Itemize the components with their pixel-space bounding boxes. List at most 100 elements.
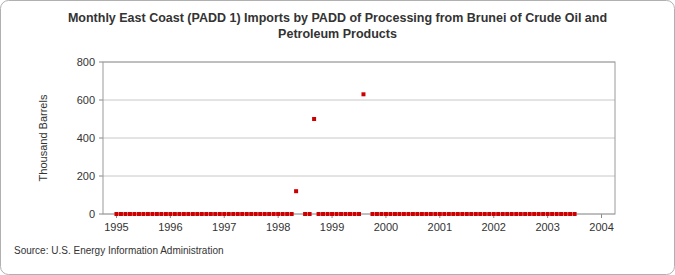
point xyxy=(528,212,532,216)
point xyxy=(240,212,244,216)
point xyxy=(442,212,446,216)
point xyxy=(294,189,298,193)
point xyxy=(195,212,199,216)
point xyxy=(141,212,145,216)
point xyxy=(312,117,316,121)
point xyxy=(290,212,294,216)
point xyxy=(222,212,226,216)
point xyxy=(164,212,168,216)
y-tick-label: 0 xyxy=(89,208,95,220)
point xyxy=(168,212,172,216)
x-tick-label: 1998 xyxy=(266,221,290,233)
point xyxy=(321,212,325,216)
point xyxy=(492,212,496,216)
point xyxy=(182,212,186,216)
title: Monthly East Coast (PADD 1) Imports by P… xyxy=(68,11,607,41)
point xyxy=(326,212,330,216)
title-line: Monthly East Coast (PADD 1) Imports by P… xyxy=(68,11,607,25)
grid-line xyxy=(103,176,615,177)
y-tick-label: 600 xyxy=(77,94,95,106)
point xyxy=(173,212,177,216)
x-tick-label: 2004 xyxy=(589,221,613,233)
point xyxy=(406,212,410,216)
point xyxy=(519,212,523,216)
point xyxy=(159,212,163,216)
point xyxy=(424,212,428,216)
point xyxy=(186,212,190,216)
title-line: Petroleum Products xyxy=(278,27,397,41)
point xyxy=(119,212,123,216)
point xyxy=(227,212,231,216)
point xyxy=(474,212,478,216)
point xyxy=(375,212,379,216)
x-tick-label: 2001 xyxy=(428,221,452,233)
y-tick xyxy=(99,62,103,63)
point xyxy=(541,212,545,216)
point xyxy=(456,212,460,216)
point xyxy=(523,212,527,216)
point xyxy=(357,212,361,216)
point xyxy=(460,212,464,216)
point xyxy=(276,212,280,216)
point xyxy=(263,212,267,216)
point xyxy=(353,212,357,216)
y-axis-label: Thousand Barrels xyxy=(37,94,49,181)
point xyxy=(339,212,343,216)
point xyxy=(537,212,541,216)
point xyxy=(433,212,437,216)
point xyxy=(177,212,181,216)
point xyxy=(132,212,136,216)
point xyxy=(501,212,505,216)
point xyxy=(451,212,455,216)
point xyxy=(370,212,374,216)
point xyxy=(384,212,388,216)
point xyxy=(361,92,365,96)
y-tick-label: 200 xyxy=(77,170,95,182)
point xyxy=(546,212,550,216)
plot-frame xyxy=(103,62,615,214)
point xyxy=(465,212,469,216)
point xyxy=(429,212,433,216)
point xyxy=(155,212,159,216)
point xyxy=(564,212,568,216)
point xyxy=(137,212,141,216)
point xyxy=(379,212,383,216)
marks xyxy=(114,92,576,216)
source: Source: U.S. Energy Information Administ… xyxy=(14,245,224,256)
point xyxy=(254,212,258,216)
point xyxy=(303,212,307,216)
point xyxy=(483,212,487,216)
point xyxy=(204,212,208,216)
point xyxy=(573,212,577,216)
point xyxy=(559,212,563,216)
point xyxy=(308,212,312,216)
grid-line xyxy=(103,100,615,101)
point xyxy=(123,212,127,216)
x-tick-label: 1995 xyxy=(104,221,128,233)
point xyxy=(505,212,509,216)
point xyxy=(550,212,554,216)
point xyxy=(447,212,451,216)
point xyxy=(146,212,150,216)
point xyxy=(514,212,518,216)
x-tick-label: 2000 xyxy=(374,221,398,233)
point xyxy=(478,212,482,216)
point xyxy=(213,212,217,216)
y-tick-label: 800 xyxy=(77,56,95,68)
point xyxy=(285,212,289,216)
x-tick-label: 1997 xyxy=(212,221,236,233)
point xyxy=(209,212,213,216)
point xyxy=(245,212,249,216)
point xyxy=(344,212,348,216)
point xyxy=(487,212,491,216)
y-tick xyxy=(99,176,103,177)
point xyxy=(402,212,406,216)
y-tick xyxy=(99,138,103,139)
point xyxy=(469,212,473,216)
point xyxy=(281,212,285,216)
point xyxy=(388,212,392,216)
x-tick-label: 1996 xyxy=(158,221,182,233)
y-tick xyxy=(99,100,103,101)
point xyxy=(114,212,118,216)
point xyxy=(128,212,132,216)
